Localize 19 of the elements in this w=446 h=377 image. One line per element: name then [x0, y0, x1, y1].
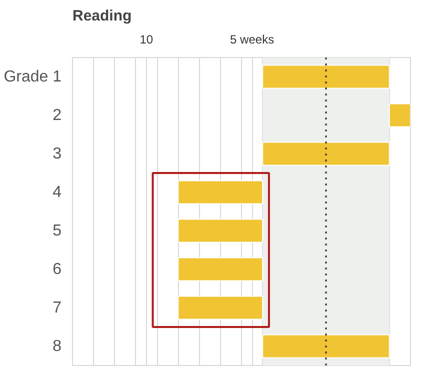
y-tick-label: 7 — [52, 299, 62, 316]
bar — [178, 180, 264, 204]
bar — [262, 334, 390, 358]
y-tick-label: 3 — [52, 145, 62, 162]
bar — [388, 103, 410, 128]
bar — [262, 142, 390, 166]
bar — [262, 64, 390, 89]
chart-title: Reading — [72, 8, 132, 24]
y-tick-label: Grade 1 — [4, 68, 62, 86]
y-tick-label: 4 — [52, 184, 62, 201]
y-tick-label: 2 — [52, 106, 62, 124]
y-tick-label: 8 — [52, 338, 62, 355]
bar — [178, 218, 264, 243]
y-tick-label: 6 — [52, 260, 62, 278]
x-tick-label: 5 weeks — [230, 32, 274, 46]
bar — [178, 296, 264, 320]
x-tick-label: 10 — [140, 32, 154, 46]
y-tick-label: 5 — [52, 222, 62, 240]
bar — [178, 257, 264, 282]
